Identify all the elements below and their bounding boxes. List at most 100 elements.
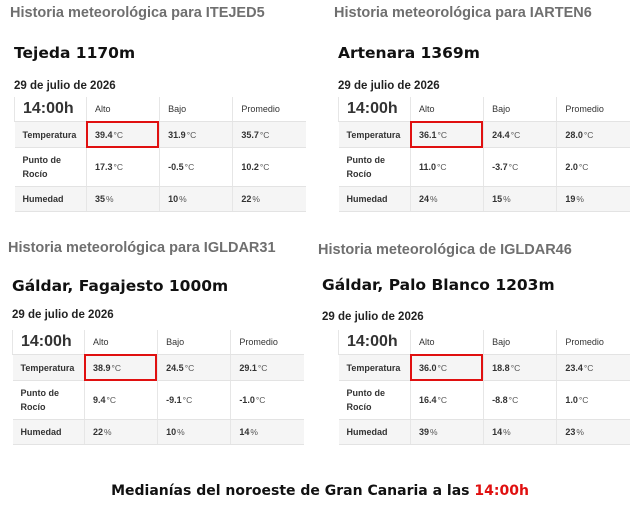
hum-high-value: 35 (95, 194, 106, 204)
date-label: 29 de julio de 2026 (322, 311, 424, 323)
temp-low-value: 24.5 (166, 362, 184, 373)
dew-high-cell: 17.3°C (85, 147, 160, 187)
weather-table: 14:00h Alto Bajo Promedio Temperatura 39… (14, 97, 306, 212)
col-header-alto: Alto (409, 97, 484, 122)
temp-high-cell: 36.0°C (409, 354, 484, 381)
temp-low-value: 24.4 (492, 129, 510, 140)
dew-high-cell: 11.0°C (409, 147, 484, 187)
row-label-humidity: Humedad (12, 419, 85, 445)
station-title: Artenara 1369m (338, 44, 480, 62)
dew-low-value: -3.7 (492, 162, 508, 172)
dew-high-cell: 9.4°C (83, 380, 158, 420)
dew-low-cell: -8.8°C (483, 380, 557, 420)
dew-avg-cell: 10.2°C (232, 147, 306, 187)
hum-avg-value: 19 (565, 194, 576, 204)
temp-avg-cell: 28.0°C (556, 121, 630, 148)
hum-high-cell: 24% (409, 186, 484, 212)
dew-avg-value: 1.0 (565, 395, 578, 405)
col-header-alto: Alto (409, 330, 484, 355)
hum-avg-cell: 19% (556, 186, 630, 212)
dewpoint-label-line1: Punto de (346, 388, 386, 398)
temp-unit: °C (259, 162, 270, 172)
temp-unit: °C (583, 129, 594, 140)
date-label: 29 de julio de 2026 (14, 80, 116, 92)
col-header-bajo: Bajo (483, 330, 557, 355)
temp-avg-value: 29.1 (239, 362, 257, 373)
hum-high-cell: 35% (85, 186, 160, 212)
temp-unit: °C (259, 129, 270, 140)
dew-avg-value: -1.0 (239, 395, 255, 405)
temp-low-cell: 24.5°C (157, 354, 231, 381)
col-header-promedio: Promedio (556, 330, 630, 355)
pct-unit: % (576, 194, 584, 204)
temp-high-value: 36.0 (419, 362, 437, 373)
dew-avg-value: 2.0 (565, 162, 578, 172)
dew-avg-cell: 2.0°C (556, 147, 630, 187)
time-label: 14:00h (338, 330, 411, 355)
temp-unit: °C (113, 129, 124, 140)
hum-avg-value: 22 (241, 194, 252, 204)
row-label-temperature: Temperatura (14, 121, 87, 148)
bottom-caption: Medianías del noroeste de Gran Canaria a… (0, 483, 640, 499)
temp-low-value: 31.9 (168, 129, 186, 140)
weather-table: 14:00h Alto Bajo Promedio Temperatura 38… (12, 330, 304, 445)
temp-low-cell: 18.8°C (483, 354, 557, 381)
col-header-promedio: Promedio (230, 330, 304, 355)
temp-unit: °C (583, 362, 594, 373)
pct-unit: % (179, 194, 187, 204)
row-label-temperature: Temperatura (12, 354, 85, 381)
time-label: 14:00h (12, 330, 85, 355)
temp-high-cell: 36.1°C (409, 121, 484, 148)
col-header-bajo: Bajo (483, 97, 557, 122)
temp-unit: °C (508, 162, 519, 172)
temp-unit: °C (508, 395, 519, 405)
hum-high-cell: 39% (409, 419, 484, 445)
panel-header: Historia meteorológica para IGLDAR31 (8, 240, 276, 256)
dew-high-value: 9.4 (93, 395, 106, 405)
temp-unit: °C (186, 129, 197, 140)
temp-avg-cell: 23.4°C (556, 354, 630, 381)
station-title: Tejeda 1170m (14, 44, 136, 62)
temp-unit: °C (111, 362, 122, 373)
panel-header: Historia meteorológica de IGLDAR46 (318, 242, 572, 258)
hum-avg-cell: 14% (230, 419, 304, 445)
temp-unit: °C (184, 162, 195, 172)
hum-low-value: 10 (166, 427, 177, 437)
temp-low-cell: 31.9°C (159, 121, 233, 148)
hum-avg-value: 14 (239, 427, 250, 437)
pct-unit: % (250, 427, 258, 437)
dew-low-cell: -9.1°C (157, 380, 231, 420)
temp-unit: °C (578, 162, 589, 172)
hum-low-value: 14 (492, 427, 503, 437)
col-header-promedio: Promedio (556, 97, 630, 122)
row-label-humidity: Humedad (14, 186, 87, 212)
pct-unit: % (177, 427, 185, 437)
caption-text: Medianías del noroeste de Gran Canaria a… (111, 483, 475, 499)
hum-high-cell: 22% (83, 419, 158, 445)
time-label: 14:00h (14, 97, 87, 122)
temp-high-cell: 39.4°C (85, 121, 160, 148)
temp-unit: °C (510, 362, 521, 373)
hum-low-cell: 10% (159, 186, 233, 212)
pct-unit: % (503, 427, 511, 437)
pct-unit: % (503, 194, 511, 204)
caption-time: 14:00h (474, 483, 529, 499)
temp-avg-value: 35.7 (241, 129, 259, 140)
dew-avg-cell: 1.0°C (556, 380, 630, 420)
temp-unit: °C (113, 162, 124, 172)
dew-low-cell: -0.5°C (159, 147, 233, 187)
row-label-dewpoint: Punto de Rocío (14, 147, 87, 187)
dew-avg-cell: -1.0°C (230, 380, 304, 420)
temp-unit: °C (257, 362, 268, 373)
hum-low-cell: 15% (483, 186, 557, 212)
temp-unit: °C (437, 395, 448, 405)
temp-unit: °C (184, 362, 195, 373)
temp-unit: °C (437, 129, 448, 140)
hum-high-value: 22 (93, 427, 104, 437)
row-label-temperature: Temperatura (338, 121, 411, 148)
hum-avg-cell: 22% (232, 186, 306, 212)
pct-unit: % (106, 194, 114, 204)
pct-unit: % (104, 427, 112, 437)
temp-unit: °C (437, 362, 448, 373)
dewpoint-label-line2: Rocío (346, 402, 372, 412)
